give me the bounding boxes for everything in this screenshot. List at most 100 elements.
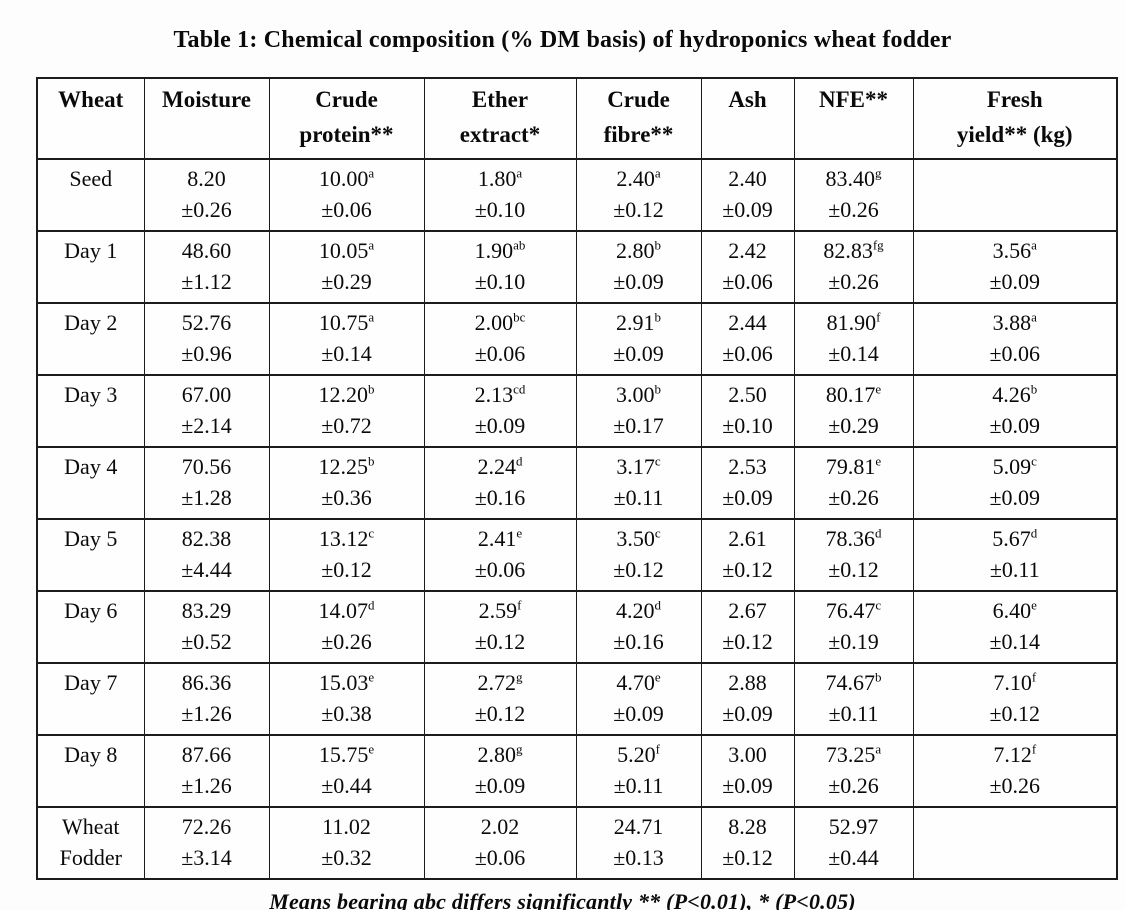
cell-value: 10.00 [318,166,369,191]
cell-value: 76.47 [825,598,876,623]
data-cell: 78.36d ±0.12 [793,518,914,592]
cell-value-line: 81.90f [797,307,911,338]
cell-superscript: c [875,597,882,613]
cell-superscript: d [516,453,523,469]
cell-value: 2.88 [728,670,767,695]
cell-value: 2.02 [480,814,520,839]
cell-se: ±0.26 [989,773,1041,798]
column-header-crude-fibre: Crude fibre** [575,77,702,160]
cell-se: ±0.26 [321,629,372,654]
data-cell: 2.41e ±0.06 [423,518,577,592]
data-cell: 3.50c ±0.12 [575,518,702,592]
cell-value-line: 2.67 [704,595,792,626]
cell-se: ±0.09 [613,341,664,366]
row-label: Seed [36,158,145,232]
cell-value-line: 8.28 [704,811,792,842]
row-label: Day 2 [36,302,145,376]
cell-se: ±0.44 [828,845,879,870]
cell-superscript: f [876,309,881,325]
data-cell: 2.40 ±0.09 [700,158,795,232]
cell-se: ±0.11 [828,701,879,726]
row-label: Day 5 [36,518,145,592]
cell-se: ±3.14 [181,845,232,870]
row-label: Day 7 [36,662,145,736]
cell-superscript: e [516,525,523,541]
cell-value-line: 2.53 [704,451,792,482]
data-cell: 8.20 ±0.26 [143,158,270,232]
cell-se: ±0.12 [474,701,526,726]
cell-value-line: 2.80g [427,739,574,770]
cell-superscript: e [875,453,882,469]
cell-value: 74.67 [825,670,876,695]
cell-value: 73.25 [825,742,876,767]
cell-value-line: 2.13cd [427,379,574,410]
cell-se: ±2.14 [181,413,232,438]
cell-value-line: 2.61 [704,523,792,554]
cell-superscript: b [875,669,882,685]
cell-se: ±0.38 [321,701,372,726]
data-cell: 72.26 ±3.14 [143,806,270,880]
cell-value: 2.50 [728,382,767,407]
cell-value-line: 6.40e [916,595,1115,626]
row-label: Day 3 [36,374,145,448]
cell-value-line: 3.00b [579,379,699,410]
data-cell: 80.17e ±0.29 [793,374,914,448]
data-cell: 10.05a ±0.29 [268,230,425,304]
cell-value-line: 1.90ab [427,235,574,266]
cell-value: 5.09 [992,454,1032,479]
cell-value-line: 12.25b [272,451,422,482]
cell-value: 2.80 [477,742,517,767]
column-header-crude-protein: Crude protein** [268,77,425,160]
row-label: Wheat Fodder [36,806,145,880]
data-cell: 2.67 ±0.12 [700,590,795,664]
data-cell: 2.02 ±0.06 [423,806,577,880]
cell-value-line: 3.17c [579,451,699,482]
cell-value: 5.20 [617,742,656,767]
cell-se: ±0.09 [989,413,1041,438]
cell-value-line: 73.25a [797,739,911,770]
cell-se: ±0.06 [321,197,372,222]
cell-se: ±0.13 [613,845,664,870]
cell-value-line: 2.80b [579,235,699,266]
cell-se: ±0.36 [321,485,372,510]
cell-value: 2.67 [728,598,767,623]
data-cell: 2.24d ±0.16 [423,446,577,520]
cell-value: 3.17 [616,454,655,479]
cell-se: ±0.09 [722,701,773,726]
cell-value: 48.60 [181,238,232,263]
table-row: Day 2 52.76 ±0.96 10.75a ±0.14 2.00bc ±0… [36,302,1118,376]
data-cell: 2.72g ±0.12 [423,662,577,736]
cell-value: 4.70 [616,670,655,695]
cell-value: 2.61 [728,526,767,551]
cell-value: 5.67 [992,526,1031,551]
cell-value-line: 3.56a [916,235,1115,266]
cell-value: 1.90 [474,238,514,263]
cell-value: 67.00 [181,382,232,407]
cell-se: ±0.44 [321,773,372,798]
data-cell: 3.00 ±0.09 [700,734,795,808]
cell-superscript: f [1031,741,1037,757]
cell-value: 70.56 [181,454,232,479]
cell-se: ±0.09 [989,485,1041,510]
cell-value: 4.26 [992,382,1031,407]
table-row: Day 5 82.38 ±4.44 13.12c ±0.12 2.41e ±0.… [36,518,1118,592]
cell-value: 81.90 [826,310,877,335]
row-label: Day 1 [36,230,145,304]
cell-value: 52.76 [181,310,232,335]
column-header-fresh-yield: Fresh yield** (kg) [912,77,1118,160]
cell-value: 2.00 [474,310,514,335]
cell-value-line: 80.17e [797,379,911,410]
cell-se: ±0.12 [474,629,526,654]
data-cell: 79.81e ±0.26 [793,446,914,520]
cell-se: ±0.06 [474,845,526,870]
cell-value: 2.24 [477,454,517,479]
cell-se: ±0.14 [828,341,879,366]
data-cell: 4.26b ±0.09 [912,374,1118,448]
cell-se: ±0.12 [321,557,372,582]
cell-superscript: a [368,237,375,253]
cell-se: ±0.09 [722,197,773,222]
cell-value-line: 67.00 [147,379,267,410]
data-cell: 2.91b ±0.09 [575,302,702,376]
cell-superscript: a [516,165,523,181]
